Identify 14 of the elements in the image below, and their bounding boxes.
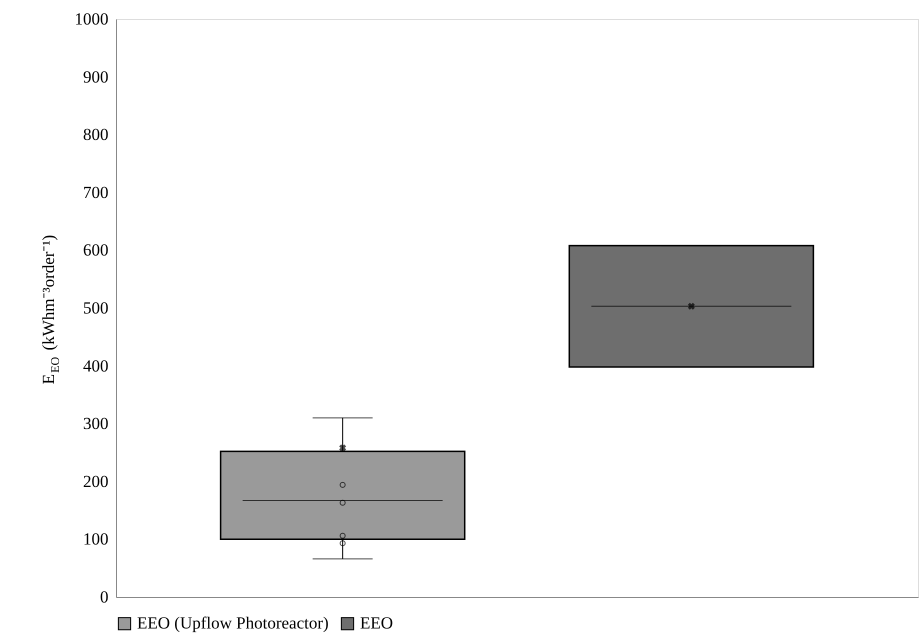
- y-tick-label: 300: [83, 414, 108, 434]
- y-tick-label: 900: [83, 67, 108, 86]
- y-tick-label: 1000: [74, 10, 108, 28]
- y-tick-label: 500: [83, 298, 108, 318]
- y-tick-label: 400: [83, 356, 108, 376]
- y-axis-title: EEO (kWhm⁻³order⁻¹): [39, 234, 62, 384]
- y-tick-label: 100: [83, 530, 108, 549]
- y-tick-label: 800: [83, 125, 108, 144]
- y-tick-label: 700: [83, 182, 108, 202]
- y-tick-label: 200: [83, 472, 108, 491]
- y-tick-label: 0: [100, 588, 108, 606]
- legend-label: EEO (Upflow Photoreactor): [137, 614, 329, 633]
- y-tick-label: 600: [83, 240, 108, 260]
- legend-label: EEO: [360, 614, 394, 633]
